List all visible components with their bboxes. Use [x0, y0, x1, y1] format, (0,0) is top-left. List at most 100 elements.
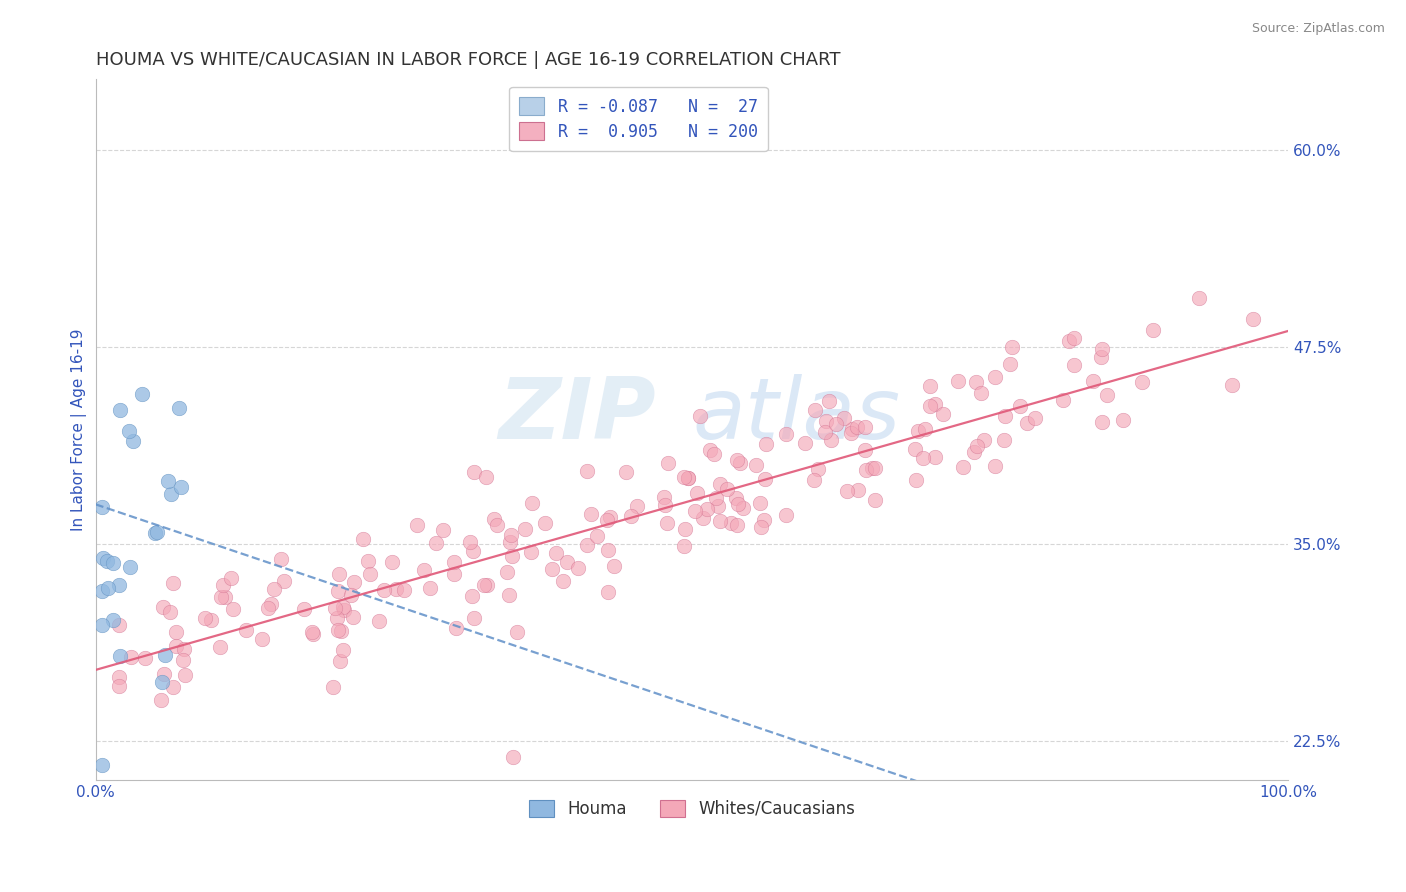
Point	[173, 641, 195, 656]
Point	[166, 639, 188, 653]
Point	[993, 433, 1015, 447]
Point	[720, 516, 742, 530]
Point	[219, 571, 242, 585]
Point	[513, 522, 536, 536]
Point	[704, 491, 727, 506]
Point	[1090, 415, 1112, 429]
Point	[614, 466, 637, 480]
Point	[118, 560, 141, 574]
Point	[626, 499, 648, 513]
Point	[326, 611, 349, 625]
Point	[984, 370, 1007, 384]
Y-axis label: In Labor Force | Age 16-19: In Labor Force | Age 16-19	[72, 328, 87, 531]
Point	[270, 551, 292, 566]
Point	[845, 420, 868, 434]
Point	[860, 460, 883, 475]
Point	[461, 589, 484, 603]
Point	[162, 680, 184, 694]
Point	[332, 643, 354, 657]
Point	[1130, 376, 1153, 390]
Point	[946, 374, 969, 388]
Point	[152, 600, 174, 615]
Point	[150, 693, 173, 707]
Point	[443, 566, 465, 581]
Point	[814, 425, 837, 439]
Point	[194, 611, 217, 625]
Point	[368, 614, 391, 628]
Point	[931, 408, 953, 422]
Point	[425, 536, 447, 550]
Point	[576, 538, 599, 552]
Text: Source: ZipAtlas.com: Source: ZipAtlas.com	[1251, 22, 1385, 36]
Point	[817, 393, 839, 408]
Point	[501, 549, 523, 563]
Point	[162, 575, 184, 590]
Point	[775, 508, 797, 522]
Point	[118, 425, 141, 439]
Point	[475, 578, 498, 592]
Point	[599, 509, 621, 524]
Point	[1057, 334, 1080, 348]
Point	[506, 624, 529, 639]
Point	[567, 561, 589, 575]
Point	[904, 473, 927, 487]
Point	[924, 450, 946, 464]
Point	[173, 668, 195, 682]
Point	[846, 483, 869, 497]
Point	[128, 781, 150, 796]
Point	[165, 625, 187, 640]
Point	[392, 583, 415, 598]
Point	[373, 582, 395, 597]
Point	[1024, 410, 1046, 425]
Point	[520, 545, 543, 559]
Point	[170, 480, 193, 494]
Point	[903, 442, 925, 456]
Point	[1063, 331, 1085, 345]
Point	[673, 522, 696, 536]
Point	[733, 500, 755, 515]
Point	[907, 425, 929, 439]
Point	[159, 487, 181, 501]
Point	[863, 493, 886, 508]
Point	[993, 409, 1015, 424]
Point	[121, 434, 143, 449]
Point	[748, 496, 770, 510]
Point	[482, 512, 505, 526]
Point	[924, 397, 946, 411]
Point	[1090, 351, 1112, 365]
Point	[699, 443, 721, 458]
Point	[686, 486, 709, 500]
Point	[292, 602, 315, 616]
Point	[463, 611, 485, 625]
Point	[444, 621, 467, 635]
Point	[1188, 291, 1211, 305]
Point	[725, 452, 748, 467]
Point	[339, 588, 361, 602]
Point	[326, 583, 349, 598]
Point	[807, 461, 830, 475]
Point	[357, 553, 380, 567]
Text: HOUMA VS WHITE/CAUCASIAN IN LABOR FORCE | AGE 16-19 CORRELATION CHART: HOUMA VS WHITE/CAUCASIAN IN LABOR FORCE …	[96, 51, 839, 69]
Point	[273, 574, 295, 589]
Point	[256, 601, 278, 615]
Point	[97, 581, 120, 595]
Point	[1017, 416, 1039, 430]
Point	[1112, 413, 1135, 427]
Point	[707, 500, 730, 514]
Point	[1001, 340, 1024, 354]
Point	[541, 561, 564, 575]
Point	[108, 679, 131, 693]
Point	[333, 603, 356, 617]
Point	[952, 459, 974, 474]
Point	[728, 456, 751, 470]
Point	[463, 544, 485, 558]
Point	[725, 518, 748, 533]
Point	[585, 529, 607, 543]
Point	[501, 528, 523, 542]
Point	[1142, 323, 1164, 337]
Point	[725, 491, 748, 506]
Point	[499, 535, 522, 549]
Point	[332, 599, 354, 614]
Point	[1097, 388, 1119, 402]
Point	[1052, 393, 1074, 408]
